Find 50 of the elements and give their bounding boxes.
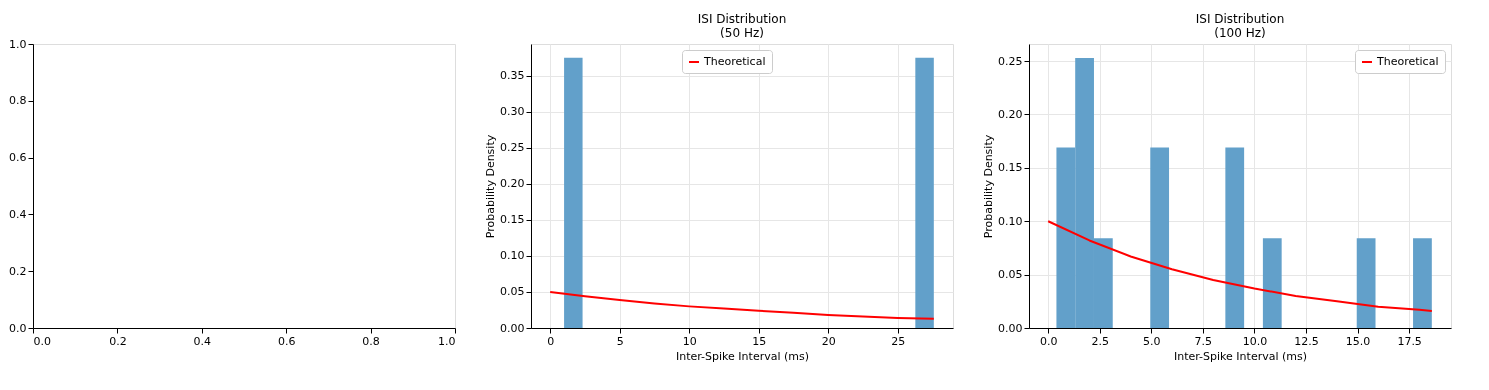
y-tick-label: 0.15 xyxy=(998,161,1023,175)
y-tick-label: 0.6 xyxy=(9,151,27,165)
y-tick-label: 0.35 xyxy=(500,69,525,83)
chart-title: ISI Distribution (100 Hz) xyxy=(1195,12,1285,40)
y-tick-label: 0.20 xyxy=(998,107,1023,121)
x-tick-label: 2.5 xyxy=(1091,334,1109,348)
x-tick-label: 10 xyxy=(682,334,697,348)
x-tick-label: 17.5 xyxy=(1397,334,1422,348)
y-tick-label: 0.30 xyxy=(500,105,525,119)
y-axis-title: Probability Density xyxy=(982,134,996,239)
y-tick-label: 0.00 xyxy=(998,321,1023,335)
legend-label: Theoretical xyxy=(703,55,766,68)
y-tick-label: 0.2 xyxy=(9,264,27,278)
y-tick-label: 0.10 xyxy=(500,249,525,263)
y-tick-label: 0.05 xyxy=(998,268,1023,282)
y-tick-label: 0.00 xyxy=(500,321,525,335)
y-tick-label: 1.0 xyxy=(9,37,27,51)
chart-title: ISI Distribution (50 Hz) xyxy=(697,12,787,40)
y-tick-label: 0.25 xyxy=(998,54,1023,68)
x-tick-label: 1.0 xyxy=(438,334,456,348)
x-tick-label: 10.0 xyxy=(1242,334,1268,348)
y-axis-title: Probability Density xyxy=(484,134,498,239)
y-tick-label: 0.10 xyxy=(998,214,1023,228)
x-tick-label: 5 xyxy=(616,334,624,348)
x-tick-label: 0 xyxy=(547,334,555,348)
x-tick-label: 0.4 xyxy=(193,334,212,348)
x-tick-label: 20 xyxy=(821,334,836,348)
x-tick-label: 15.0 xyxy=(1345,334,1371,348)
line-series xyxy=(549,290,935,320)
x-tick-label: 5.0 xyxy=(1143,334,1161,348)
line-series xyxy=(1047,220,1433,312)
y-tick-label: 0.05 xyxy=(500,285,525,299)
y-tick-label: 0.25 xyxy=(500,141,525,155)
x-tick-label: 0.8 xyxy=(362,334,380,348)
y-tick-label: 0.0 xyxy=(9,321,27,335)
y-tick-label: 0.15 xyxy=(500,213,525,227)
x-tick-label: 7.5 xyxy=(1194,334,1213,348)
x-axis-title: Inter-Spike Interval (ms) xyxy=(1174,349,1307,363)
y-tick-label: 0.20 xyxy=(500,177,525,191)
x-tick-label: 0.0 xyxy=(33,334,51,348)
x-tick-label: 12.5 xyxy=(1294,334,1319,348)
x-tick-label: 0.2 xyxy=(109,334,127,348)
x-tick-label: 0.0 xyxy=(1039,334,1058,348)
legend-label: Theoretical xyxy=(1376,55,1439,68)
x-tick-label: 0.6 xyxy=(277,334,296,348)
y-tick-label: 0.8 xyxy=(9,94,27,108)
x-tick-label: 15 xyxy=(752,334,767,348)
y-tick-label: 0.4 xyxy=(9,207,27,221)
x-axis-title: Inter-Spike Interval (ms) xyxy=(676,349,809,363)
x-tick-label: 25 xyxy=(891,334,906,348)
